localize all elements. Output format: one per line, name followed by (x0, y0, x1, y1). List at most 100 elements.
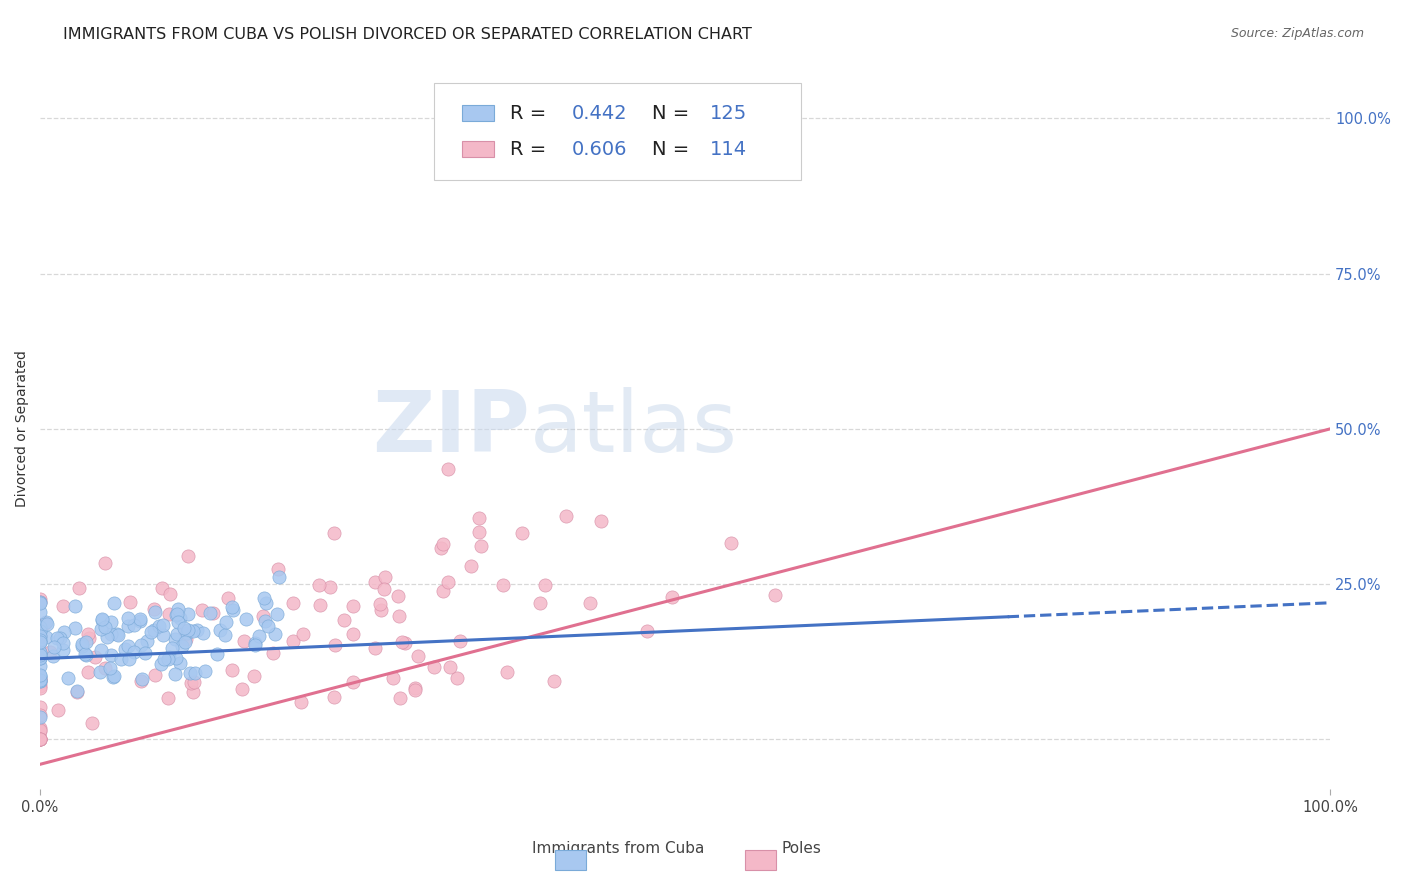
Point (262, 646, 284, 660)
Point (37, 617, 59, 632)
Point (122, 618, 145, 632)
Point (406, 648, 429, 663)
Point (193, 625, 215, 640)
Point (388, 608, 411, 623)
FancyBboxPatch shape (463, 142, 495, 157)
Point (107, 628, 129, 642)
Point (30, 629, 52, 643)
Point (41, 649, 63, 664)
Point (439, 659, 461, 673)
Point (468, 525, 491, 540)
Point (217, 591, 239, 606)
Point (30, 721, 52, 735)
Point (173, 621, 195, 635)
Point (30, 673, 52, 688)
Point (492, 578, 515, 592)
Point (34, 615, 56, 629)
Point (83, 650, 105, 665)
Point (114, 641, 136, 656)
Point (30, 674, 52, 689)
Point (120, 595, 142, 609)
Point (139, 624, 162, 639)
Point (554, 509, 576, 524)
Point (30, 645, 52, 659)
Point (100, 627, 122, 641)
Point (222, 602, 245, 616)
Point (100, 648, 122, 662)
Point (169, 610, 191, 624)
Point (166, 602, 188, 616)
Point (381, 671, 404, 685)
Text: atlas: atlas (530, 387, 738, 470)
Point (30, 673, 52, 687)
Text: 125: 125 (710, 104, 747, 123)
Point (129, 638, 152, 652)
Point (529, 596, 551, 610)
FancyBboxPatch shape (433, 83, 801, 180)
Point (636, 624, 658, 638)
Point (198, 606, 221, 620)
Text: N =: N = (651, 104, 695, 123)
Point (122, 645, 145, 659)
Point (52, 636, 75, 650)
Point (91, 613, 114, 627)
Point (394, 636, 416, 650)
Point (30, 673, 52, 687)
Point (38, 645, 60, 659)
Point (76, 627, 98, 641)
Point (207, 647, 229, 661)
Point (181, 624, 204, 638)
Point (72, 639, 94, 653)
Point (80, 715, 103, 730)
Point (342, 627, 364, 641)
Point (165, 632, 187, 647)
Point (391, 634, 413, 648)
Point (100, 660, 122, 674)
Text: 0.442: 0.442 (572, 104, 627, 123)
Point (209, 623, 232, 637)
Point (253, 591, 276, 605)
Point (52, 599, 75, 614)
Point (389, 690, 412, 705)
Point (65, 599, 87, 614)
Text: Poles: Poles (782, 841, 821, 856)
Point (34, 631, 56, 645)
Point (100, 615, 122, 630)
Point (243, 669, 266, 683)
Point (30, 699, 52, 714)
Point (332, 613, 354, 627)
Point (30, 597, 52, 611)
Point (75, 648, 97, 663)
Point (75, 634, 97, 648)
Point (221, 663, 243, 677)
Point (129, 614, 152, 628)
Point (404, 681, 426, 696)
Point (30, 709, 52, 723)
Point (423, 659, 446, 673)
Point (342, 674, 364, 689)
Point (30, 732, 52, 747)
Point (46, 703, 69, 717)
Point (322, 525, 344, 540)
Point (319, 580, 342, 594)
Point (90, 642, 112, 657)
Point (143, 605, 166, 619)
Point (243, 638, 266, 652)
FancyBboxPatch shape (463, 105, 495, 120)
Point (30, 676, 52, 690)
Point (148, 619, 170, 633)
Text: 0.606: 0.606 (572, 140, 627, 160)
Text: ZIP: ZIP (373, 387, 530, 470)
Point (460, 559, 482, 574)
Point (30, 648, 52, 662)
Point (281, 634, 304, 648)
Point (470, 539, 492, 553)
Y-axis label: Divorced or Separated: Divorced or Separated (15, 351, 30, 508)
Point (117, 619, 139, 633)
Point (152, 618, 174, 632)
Point (30, 605, 52, 619)
Point (249, 628, 271, 642)
Text: 114: 114 (710, 140, 747, 160)
Point (534, 578, 557, 592)
Point (73, 647, 96, 661)
